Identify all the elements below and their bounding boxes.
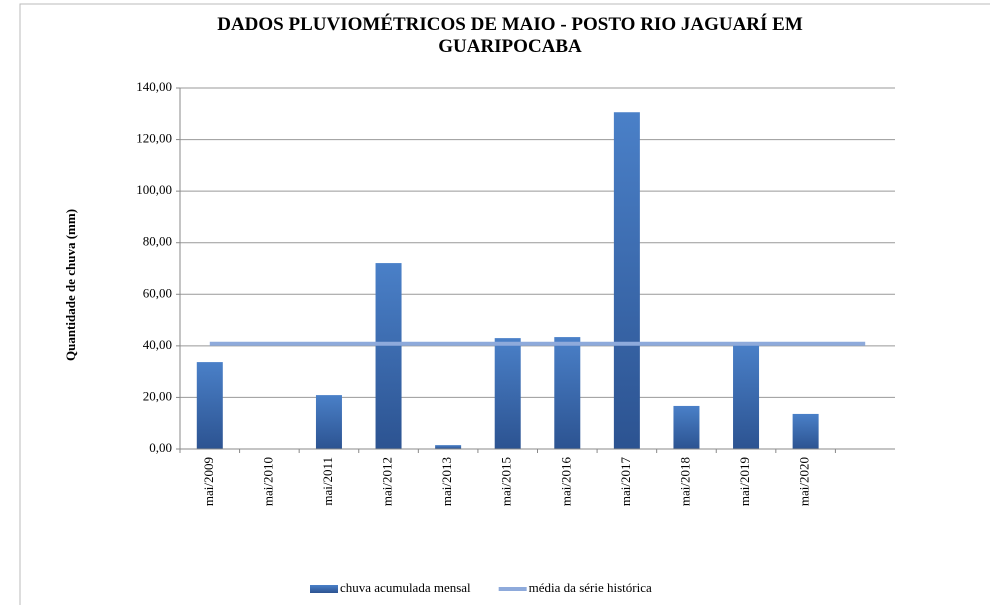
bar: [435, 445, 462, 449]
x-tick-label: mai/2012: [380, 457, 395, 506]
y-tick-label: 40,00: [143, 337, 172, 352]
x-tick-label: mai/2009: [201, 457, 216, 506]
bar: [613, 112, 640, 449]
bar: [494, 338, 521, 449]
bar: [792, 413, 819, 449]
x-tick-label: mai/2018: [677, 457, 692, 506]
bar: [375, 263, 402, 449]
bar: [733, 343, 760, 449]
y-tick-label: 120,00: [136, 131, 172, 146]
chart-title: DADOS PLUVIOMÉTRICOS DE MAIO - POSTO RIO…: [217, 14, 803, 57]
x-tick-label: mai/2020: [797, 457, 812, 506]
x-tick-label: mai/2013: [439, 457, 454, 506]
x-tick-label: mai/2011: [320, 457, 335, 506]
y-tick-label: 80,00: [143, 234, 172, 249]
bar: [315, 395, 342, 449]
frame: [19, 3, 990, 605]
x-tick-label: mai/2019: [737, 457, 752, 506]
y-tick-label: 140,00: [136, 79, 172, 94]
legend-swatch: [310, 585, 338, 593]
legend-label: média da série histórica: [529, 580, 652, 595]
y-tick-label: 20,00: [143, 388, 172, 403]
legend-label: chuva acumulada mensal: [340, 580, 471, 595]
x-tick-label: mai/2010: [260, 457, 275, 506]
y-axis-label: Quantidade de chuva (mm): [63, 209, 78, 361]
x-tick-label: mai/2017: [618, 457, 633, 507]
y-tick-label: 0,00: [149, 440, 172, 455]
bar: [673, 405, 700, 449]
x-tick-label: mai/2015: [499, 457, 514, 506]
x-tick-label: mai/2016: [558, 457, 573, 507]
y-tick-label: 60,00: [143, 285, 172, 300]
bar: [196, 362, 223, 449]
y-tick-label: 100,00: [136, 182, 172, 197]
bar: [554, 337, 581, 449]
